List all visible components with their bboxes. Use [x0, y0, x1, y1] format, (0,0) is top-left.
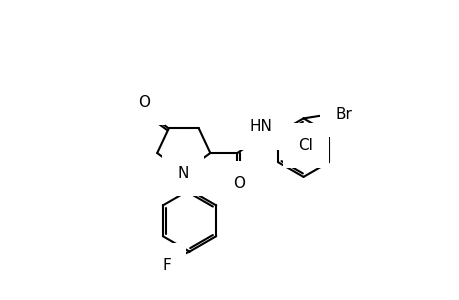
- Text: N: N: [177, 166, 189, 181]
- Text: O: O: [232, 176, 244, 191]
- Text: HN: HN: [249, 119, 272, 134]
- Text: O: O: [138, 95, 150, 110]
- Text: F: F: [162, 258, 170, 273]
- Text: Cl: Cl: [298, 138, 313, 153]
- Text: Br: Br: [335, 107, 351, 122]
